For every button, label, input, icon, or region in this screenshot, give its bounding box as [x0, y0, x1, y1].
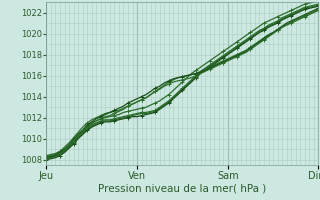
X-axis label: Pression niveau de la mer( hPa ): Pression niveau de la mer( hPa ) — [98, 183, 267, 193]
